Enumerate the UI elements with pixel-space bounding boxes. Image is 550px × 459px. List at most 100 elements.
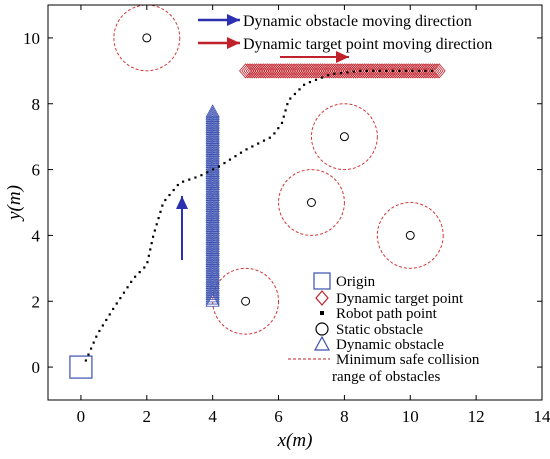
dynamic-target-marker — [353, 63, 367, 79]
robot-path-point — [151, 235, 155, 238]
robot-path-point — [282, 115, 285, 118]
dynamic-obstacle-marker — [205, 205, 220, 219]
dynamic-obstacle-marker — [205, 264, 220, 279]
robot-path-point — [122, 291, 126, 294]
robot-path-point — [181, 180, 185, 183]
dynamic-target-marker — [351, 63, 365, 79]
robot-path-point — [101, 324, 104, 327]
dynamic-obstacle-marker — [205, 119, 220, 133]
dynamic-target-marker — [254, 63, 268, 79]
dynamic-obstacle-marker — [205, 128, 220, 142]
legend-item: Origin — [313, 272, 376, 290]
robot-path-point — [89, 347, 93, 350]
robot-path-point — [98, 329, 101, 333]
dynamic-target-marker — [412, 63, 426, 79]
robot-path-point — [245, 148, 248, 151]
robot-path-point — [277, 127, 280, 130]
dynamic-target-marker — [368, 63, 382, 79]
dynamic-obstacle-marker — [205, 278, 220, 292]
dynamic-target-marker — [377, 63, 391, 79]
dynamic-target-marker — [364, 63, 378, 79]
dynamic-obstacle-marker — [205, 148, 220, 162]
dynamic-target-marker — [375, 63, 389, 79]
dynamic-target-marker — [318, 63, 332, 79]
dynamic-obstacle-marker — [205, 282, 220, 296]
robot-path-point — [112, 307, 115, 311]
dynamic-target-marker — [291, 63, 305, 79]
dynamic-obstacle-marker — [205, 212, 220, 226]
dynamic-obstacle-marker — [205, 293, 220, 307]
dynamic-obstacle-marker — [205, 284, 220, 298]
dynamic-obstacle-marker — [205, 242, 220, 257]
origin-marker — [69, 355, 93, 379]
dynamic-obstacle-marker — [205, 196, 220, 210]
robot-path-point — [327, 74, 330, 77]
safe-range-circle — [113, 4, 181, 72]
dynamic-obstacle-marker — [205, 183, 220, 197]
legend-item: Dynamic target point — [315, 290, 464, 307]
robot-path-point — [211, 168, 215, 171]
safe-range-circle — [376, 202, 444, 269]
dynamic-obstacle-marker — [205, 187, 220, 202]
dynamic-target-marker — [415, 63, 429, 79]
dynamic-target-marker — [386, 63, 400, 79]
plot-frame — [47, 4, 543, 401]
dynamic-target-marker — [357, 63, 371, 79]
dynamic-obstacle-marker — [205, 209, 220, 224]
dynamic-obstacle-marker — [205, 150, 220, 164]
dynamic-target-marker — [245, 63, 259, 79]
robot-path-point — [391, 69, 394, 72]
robot-path-point — [417, 69, 420, 72]
dynamic-target-marker — [384, 63, 398, 79]
dynamic-target-marker — [393, 63, 407, 79]
legend-label: Minimum safe collision — [336, 352, 480, 368]
x-tick-label: 14 — [534, 407, 550, 426]
dynamic-target-marker — [331, 63, 345, 79]
robot-path-point — [134, 275, 137, 278]
dynamic-obstacle-marker — [205, 253, 220, 268]
dynamic-obstacle-marker — [205, 203, 220, 217]
dynamic-obstacle-marker — [205, 137, 220, 151]
dynamic-target-marker — [324, 63, 338, 79]
annotation-dynamic-obstacle-direction: Dynamic obstacle moving direction — [243, 13, 472, 30]
dynamic-target-marker — [395, 63, 409, 79]
legend-dot-icon — [320, 311, 324, 315]
dynamic-obstacle-marker — [205, 113, 220, 127]
dynamic-obstacle-marker — [205, 267, 220, 281]
robot-path-point — [168, 193, 171, 197]
dynamic-target-marker — [421, 63, 435, 79]
dynamic-target-marker — [390, 63, 404, 79]
plot-area — [69, 4, 446, 379]
legend-label: Robot path point — [336, 306, 438, 322]
robot-path-point — [430, 69, 433, 72]
dynamic-target-marker — [388, 63, 402, 79]
dynamic-obstacle-marker — [205, 141, 220, 155]
robot-path-point — [105, 318, 108, 322]
dynamic-target-marker — [322, 63, 336, 79]
dynamic-obstacle-marker — [205, 163, 220, 177]
dynamic-obstacle-marker — [205, 172, 220, 186]
robot-path-point — [308, 81, 312, 84]
dynamic-target-marker — [261, 63, 275, 79]
dynamic-obstacle-marker — [205, 132, 220, 147]
dynamic-obstacle-direction-arrow — [176, 196, 188, 260]
robot-path-point — [108, 313, 111, 316]
x-tick-label: 2 — [143, 407, 152, 426]
dynamic-target-marker — [280, 63, 294, 79]
robot-path-point — [346, 71, 349, 74]
dynamic-obstacle-marker — [205, 229, 220, 243]
robot-path-point — [147, 254, 150, 257]
robot-path-point — [293, 92, 296, 96]
dynamic-target-marker — [309, 63, 323, 79]
legend-triangle-icon — [313, 335, 331, 351]
legend-label-line2: range of obstacles — [332, 369, 440, 385]
dynamic-target-marker — [406, 63, 420, 79]
dynamic-target-marker — [346, 63, 360, 79]
dynamic-obstacle-marker — [205, 289, 220, 303]
dynamic-target-marker — [399, 63, 413, 79]
dynamic-target-marker — [349, 63, 363, 79]
legend-diamond-icon — [315, 290, 329, 306]
robot-path-point — [194, 176, 197, 179]
